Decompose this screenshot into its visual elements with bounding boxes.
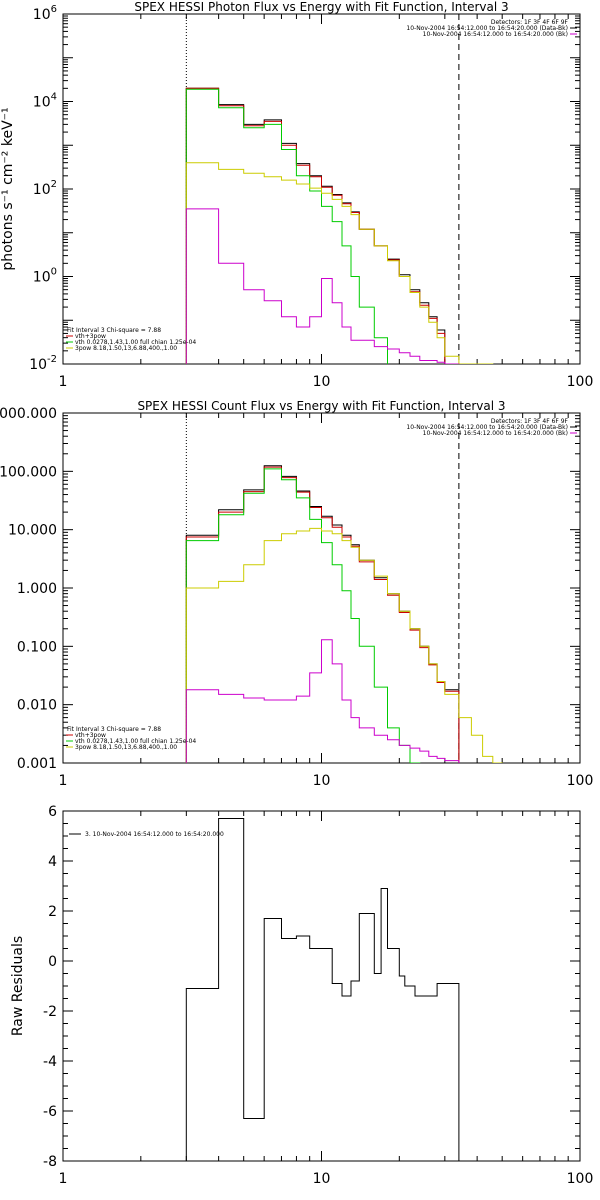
legend-entry: 10-Nov-2004 16:54:12.000 to 16:54:20.000… [423,31,568,38]
fit-info-entry: vth 0.0278,1.43,1.00 full chian 1.25e-04 [75,738,196,745]
series-group [185,818,460,1161]
y-tick-base: 10 [33,7,51,23]
x-tick-label: 100 [567,1171,594,1187]
y-tick-exponent: 6 [51,4,57,15]
y-tick-label: 10-2 [29,354,57,373]
y-tick-label: 100 [33,267,57,286]
x-tick-label: 1 [59,374,68,390]
y-tick-label: -4 [43,1054,57,1070]
fit-info-entry: vth+3pow [75,732,106,739]
y-tick-label: 0.001 [17,756,57,772]
x-tick-label: 10 [313,374,331,390]
series-line [185,87,446,364]
chart-title: SPEX HESSI Photon Flux vs Energy with Fi… [134,0,508,14]
count-flux-panel: SPEX HESSI Count Flux vs Energy with Fit… [0,399,593,789]
series-line [185,468,421,763]
y-tick-exponent: 2 [51,179,57,190]
fit-info-entry: vth+3pow [75,333,106,340]
y-tick-base: 10 [33,182,51,198]
y-tick-label: 0.100 [17,639,57,655]
x-tick-label: 1 [59,773,68,789]
y-axis-label: Raw Residuals [10,936,26,1036]
residuals-panel: 1 10 100 -8 -6 -4 -2 0 2 4 6 Raw Residuals 3. 10-Nov… [10,804,593,1187]
y-tick-label: 2 [48,904,57,920]
fit-info-entry: 3pow 8.18,1.50,13,6.88,400.,1.00 [75,345,177,352]
fit-info-entry: 3pow 8.18,1.50,13,6.88,400.,1.00 [75,744,177,751]
y-tick-base: 10 [29,357,47,373]
y-tick-exponent: 4 [51,92,57,103]
y-tick-label: 6 [48,804,57,820]
series-line [185,818,460,1161]
y-tick-label: 4 [48,854,57,870]
x-tick-label: 10 [313,1171,331,1187]
legend-entry: Detectors: 1F 3F 4F 6F 9F [491,418,569,425]
axes-frame [62,810,581,1162]
series-line [185,162,494,364]
y-axis-label: photons s⁻¹ cm⁻² keV⁻¹ [0,107,16,270]
y-tick-base: 10 [33,95,51,111]
series-group [185,465,503,763]
x-tick-label: 100 [567,374,594,390]
legend-entry: 3. 10-Nov-2004 16:54:12.000 to 16:54:20.… [85,831,224,838]
y-tick-exponent: -2 [47,354,57,365]
legend-entry: 10-Nov-2004 16:54:12.000 to 16:54:20.000… [406,25,568,32]
series-line [185,639,460,763]
fit-info-entry: Fit Interval 3 Chi-square = 7.88 [67,327,161,334]
y-tick-label: -8 [43,1154,57,1170]
series-line [185,527,503,763]
series-group [185,87,494,364]
y-tick-label: 104 [33,92,57,111]
legend-entry: 10-Nov-2004 16:54:12.000 to 16:54:20.000… [406,424,568,431]
x-tick-label: 100 [567,773,594,789]
y-tick-label: 0 [48,954,57,970]
axes-frame [62,412,581,764]
photon-flux-panel: SPEX HESSI Photon Flux vs Energy with Fi… [0,0,593,390]
series-line [185,87,446,364]
x-tick-label: 10 [313,773,331,789]
y-tick-label: 0.010 [17,698,57,714]
y-tick-label: 102 [33,179,57,198]
series-line [185,466,460,763]
series-line [185,465,460,763]
y-tick-label: 100.000 [0,464,57,480]
x-tick-label: 1 [59,1171,68,1187]
series-line [185,88,388,364]
legend-entry: 10-Nov-2004 16:54:12.000 to 16:54:20.000… [423,430,568,437]
y-tick-label: 106 [33,4,57,23]
fit-info-entry: vth 0.0278,1.43,1.00 full chian 1.25e-04 [75,339,196,346]
chart-title: SPEX HESSI Count Flux vs Energy with Fit… [137,399,505,413]
y-tick-label: 1.000 [17,581,57,597]
y-tick-base: 10 [33,270,51,286]
legend-entry: Detectors: 1F 3F 4F 6F 9F [491,19,569,26]
series-line [185,208,460,364]
fit-info-entry: Fit Interval 3 Chi-square = 7.88 [67,726,161,733]
y-tick-label: -2 [43,1004,57,1020]
y-tick-label: -6 [43,1104,57,1120]
y-tick-exponent: 0 [51,267,57,278]
y-tick-label: 10.000 [8,523,57,539]
